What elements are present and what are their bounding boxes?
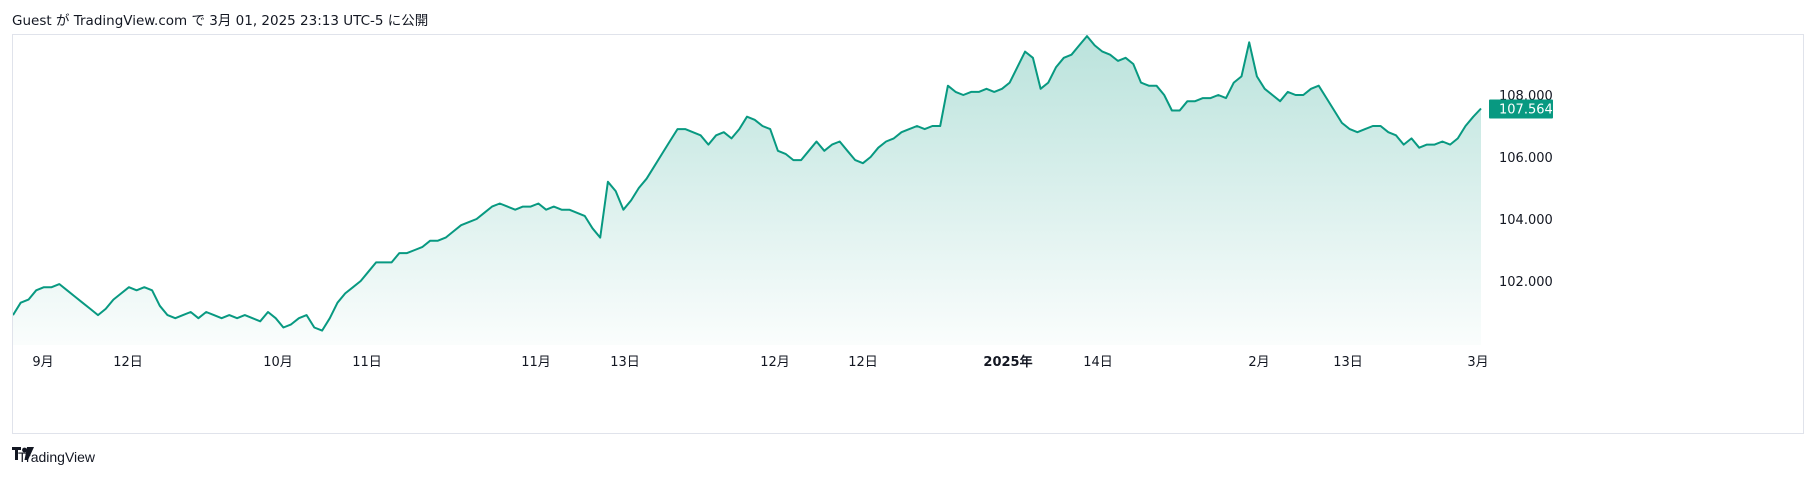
last-price-label: 107.564 <box>1499 103 1553 118</box>
x-tick-label: 2月 <box>1248 355 1269 370</box>
series-area <box>13 36 1481 345</box>
x-tick-label: 11月 <box>521 355 551 370</box>
x-tick-label: 10月 <box>263 355 293 370</box>
x-tick-label: 2025年 <box>983 354 1032 370</box>
y-tick-label: 102.000 <box>1499 275 1553 290</box>
x-tick-label: 12月 <box>760 355 790 370</box>
x-tick-label: 14日 <box>1083 355 1113 370</box>
footer: TradingView <box>12 447 95 467</box>
y-tick-label: 104.000 <box>1499 213 1553 228</box>
x-tick-label: 12日 <box>113 355 143 370</box>
x-tick-label: 13日 <box>610 355 640 370</box>
y-tick-label: 106.000 <box>1499 151 1553 166</box>
x-tick-label: 9月 <box>32 355 53 370</box>
x-tick-label: 13日 <box>1333 355 1363 370</box>
x-tick-label: 12日 <box>848 355 878 370</box>
x-tick-label: 3月 <box>1467 355 1488 370</box>
last-price-badge <box>1489 99 1553 119</box>
published-caption: Guest が TradingView.com で 3月 01, 2025 23… <box>12 13 429 29</box>
footer-brand[interactable]: TradingView <box>18 449 96 465</box>
series-line[interactable] <box>13 35 1482 332</box>
x-tick-label: 11日 <box>352 355 382 370</box>
chart-container[interactable]: 108.000 106.000 104.000 102.000 107.564 9月 12日… <box>12 34 1804 434</box>
